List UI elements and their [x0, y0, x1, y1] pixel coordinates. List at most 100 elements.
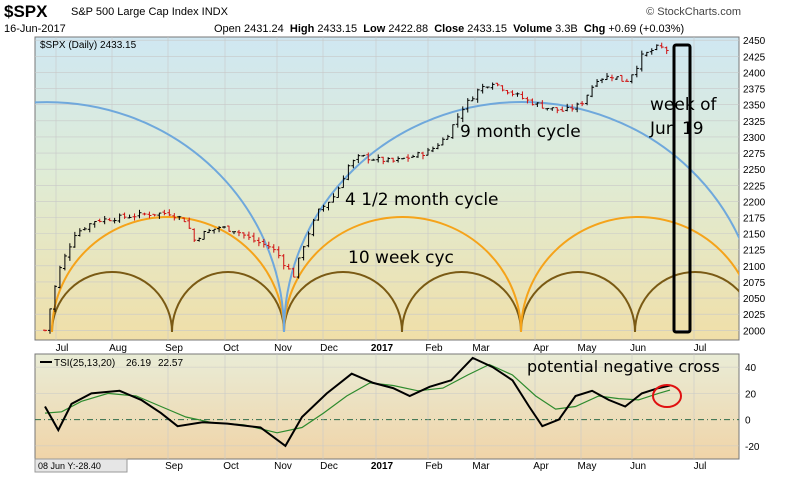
tsi-gridlines — [35, 354, 739, 459]
cycle-arc — [35, 101, 285, 333]
price-tick-label: 2250 — [743, 165, 766, 176]
cycle-arc — [634, 271, 739, 333]
price-tick-label: 2150 — [743, 230, 766, 241]
tsi-axis: -20 0 20 40 — [745, 363, 760, 453]
price-panel — [34, 36, 740, 341]
high-value: 2433.15 — [317, 23, 358, 35]
nine-month-cycle-arcs — [35, 101, 739, 333]
month-label: Jun — [630, 343, 646, 354]
price-legend: $SPX (Daily) 2433.15 — [40, 40, 137, 51]
stockcharts-credit[interactable]: © StockCharts.com — [646, 6, 741, 18]
month-label: Dec — [320, 343, 338, 354]
volume-label: Volume — [513, 23, 553, 35]
tsi-month-label: 2017 — [371, 461, 394, 472]
low-label: Low — [363, 23, 386, 35]
month-label: Sep — [165, 343, 183, 354]
low-value: 2422.88 — [388, 23, 429, 35]
tsi-month-label: Dec — [320, 461, 338, 472]
tsi-month-label: Mar — [472, 461, 490, 472]
chg-label: Chg — [583, 23, 606, 35]
price-tick-label: 2325 — [743, 117, 766, 128]
price-tick-label: 2100 — [743, 262, 766, 273]
cross-highlight-circle — [652, 384, 682, 408]
tsi-tick-label: -20 — [745, 442, 760, 453]
cycle-arc — [51, 271, 173, 333]
cursor-readout-box — [34, 458, 128, 473]
chart-date: 16-Jun-2017 — [4, 23, 66, 35]
open-label: Open — [214, 23, 241, 35]
tsi-signal-value: 22.57 — [158, 358, 183, 369]
week-of-jun19-box — [672, 43, 692, 334]
price-tick-label: 2125 — [743, 246, 766, 257]
month-label: Jul — [56, 343, 69, 354]
price-tick-label: 2225 — [743, 181, 766, 192]
price-axis: 2000 2025 2050 2075 2100 2125 2150 2175 2200 2225… — [743, 36, 766, 337]
month-label: Aug — [109, 343, 127, 354]
nine-month-cycle-label: 9 month cycle — [460, 122, 581, 142]
tsi-month-label: May — [578, 461, 597, 472]
month-label: May — [578, 343, 597, 354]
tsi-tick-label: 20 — [745, 389, 757, 400]
time-axis: Jul Aug Sep Oct Nov Dec 2017 Feb Mar Apr May Jun Jul — [56, 343, 707, 354]
month-label: Apr — [533, 343, 549, 354]
month-label: Feb — [425, 343, 443, 354]
price-tick-label: 2450 — [743, 36, 766, 47]
cycle-arc — [283, 216, 522, 333]
month-label: Mar — [472, 343, 490, 354]
chg-value: +0.69 (+0.03%) — [608, 23, 685, 35]
potential-negative-cross-label: potential negative cross — [527, 357, 720, 376]
tsi-month-label: Oct — [223, 461, 239, 472]
price-bars — [43, 42, 669, 334]
price-tick-label: 2375 — [743, 85, 766, 96]
tsi-month-label: Sep — [165, 461, 183, 472]
ten-week-cycle-arcs — [51, 271, 739, 333]
price-tick-label: 2275 — [743, 149, 766, 160]
tsi-month-label: Jun — [630, 461, 646, 472]
price-tick-label: 2025 — [743, 310, 766, 321]
price-tick-label: 2400 — [743, 68, 766, 79]
price-tick-label: 2000 — [743, 326, 766, 337]
high-label: High — [289, 23, 315, 35]
ohlc-readout: Open 2431.24 High 2433.15 Low 2422.88 Cl… — [214, 23, 684, 35]
cycle-arc — [171, 271, 285, 333]
tsi-month-label: Nov — [274, 461, 292, 472]
price-tick-label: 2075 — [743, 278, 766, 289]
price-tick-label: 2300 — [743, 133, 766, 144]
price-tick-label: 2200 — [743, 197, 766, 208]
ten-week-cycle-label: 10 week cyc — [348, 248, 454, 268]
cycle-arc — [401, 271, 522, 333]
chart-symbol: $SPX — [4, 2, 48, 21]
cycle-arc — [520, 216, 739, 333]
tsi-legend: TSI(25,13,20) 26.19 22.57 — [40, 358, 183, 369]
month-label: Nov — [274, 343, 292, 354]
cursor-readout: 08 Jun Y:-28.40 — [38, 461, 101, 471]
tsi-month-label: Jul — [694, 461, 707, 472]
price-tick-label: 2050 — [743, 294, 766, 305]
cycle-arc — [283, 271, 403, 333]
tsi-value: 26.19 — [126, 358, 151, 369]
week-of-label: week of — [650, 95, 717, 115]
price-tick-label: 2350 — [743, 101, 766, 112]
index-name: S&P 500 Large Cap Index INDX — [71, 6, 228, 18]
volume-value: 3.3B — [555, 23, 578, 35]
tsi-tick-label: 40 — [745, 363, 757, 374]
tsi-month-label: Feb — [425, 461, 443, 472]
month-label: 2017 — [371, 343, 394, 354]
month-label: Oct — [223, 343, 239, 354]
month-label: Jul — [694, 343, 707, 354]
close-label: Close — [434, 23, 465, 35]
cycle-arc — [51, 216, 285, 333]
tsi-month-label: Apr — [533, 461, 549, 472]
four-half-month-cycle-label: 4 1/2 month cycle — [345, 190, 499, 210]
tsi-legend-label: TSI(25,13,20) — [54, 358, 115, 369]
cycle-arc — [283, 101, 739, 333]
tsi-tick-label: 0 — [745, 416, 751, 427]
tsi-line — [44, 356, 671, 448]
jun-19-label: Jun 19 — [649, 119, 704, 139]
tsi-time-axis: Sep Oct Nov Dec 2017 Feb Mar Apr May Jun Jul — [165, 461, 706, 472]
cycle-arc — [520, 271, 636, 333]
price-tick-label: 2425 — [743, 52, 766, 63]
price-tick-label: 2175 — [743, 214, 766, 225]
cycle-arcs — [35, 101, 739, 333]
